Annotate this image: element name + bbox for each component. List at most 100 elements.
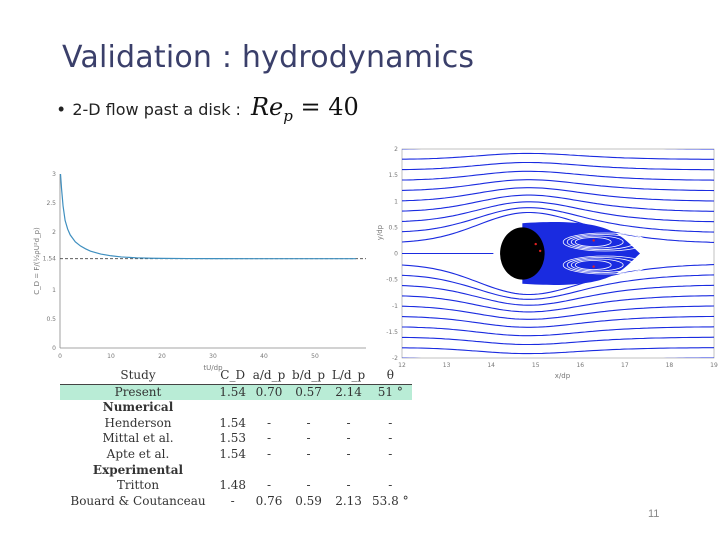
cd-x-tick-label: 40: [260, 353, 268, 360]
table-cell: 0.70: [249, 384, 289, 401]
table-cell: -: [306, 431, 311, 446]
table-cell: 2.14: [328, 384, 369, 401]
table-cell: -: [306, 478, 311, 493]
streamline: [402, 194, 714, 212]
streamline: [402, 161, 714, 171]
streamline: [402, 149, 714, 150]
flow-y-tick-label: -0.5: [386, 277, 398, 284]
cd-y-tick-label: 2: [52, 229, 56, 236]
flow-x-tick-label: 16: [576, 362, 584, 369]
streamline: [402, 284, 714, 306]
table-cell: -: [230, 493, 235, 508]
cd-x-tick-label: 50: [311, 353, 319, 360]
table-cell: Present: [60, 384, 216, 401]
cd-x-tick-label: 20: [158, 353, 166, 360]
table-cell: -: [306, 446, 311, 461]
flow-y-tick-label: 0: [394, 251, 398, 258]
table-cell: -: [266, 431, 272, 446]
flow-y-tick-label: -2: [392, 355, 398, 362]
table-cell: -: [346, 415, 351, 430]
bullet-text: 2-D flow past a disk :: [72, 99, 241, 119]
table-cell: -: [388, 446, 393, 461]
table-cell: 0.76: [255, 493, 283, 508]
table-cell: 1.48: [219, 478, 247, 493]
table-cell: Tritton: [116, 478, 160, 493]
marker: [534, 242, 537, 246]
table-row: Tritton 1.48 - - - -: [60, 478, 412, 494]
table-header-cell: Study: [60, 368, 216, 385]
table-cell: 2.13: [335, 493, 362, 508]
recirculation-vortex: [570, 258, 624, 272]
marker: [592, 239, 595, 242]
table-cell: 1.54: [219, 446, 247, 461]
table-cell: Henderson: [104, 415, 172, 430]
streamline-chart: 12 13 14 15 16 17 18 19 2 1.5 1 0.5 0 -0.5 -1 -1.5 -2 x/d…: [376, 146, 718, 380]
flow-y-tick-label: 0.5: [388, 224, 398, 231]
streamline: [402, 152, 714, 160]
table-row: Henderson 1.54 - - - -: [60, 416, 412, 432]
streamline: [402, 295, 714, 313]
cd-y-tick-label: 3: [52, 171, 56, 178]
table-cell: -: [346, 478, 351, 493]
table-cell: -: [346, 446, 351, 461]
streamline: [402, 274, 714, 300]
recirculation-vortex: [574, 260, 612, 270]
flow-x-tick-label: 14: [487, 362, 495, 369]
equation-lhs: Re: [250, 93, 284, 122]
table-cell: -: [266, 478, 272, 493]
table-header-row: Study C_D a/d_p b/d_p L/d_p θ: [60, 368, 412, 385]
table-cell: -: [266, 446, 272, 461]
table-cell: -: [266, 415, 272, 430]
table-header-cell: b/d_p: [288, 368, 329, 385]
table-cell: -: [388, 478, 393, 493]
cd-chart-plot: [59, 173, 366, 260]
table-cell: 1.54: [216, 384, 250, 401]
comparison-table: Study C_D a/d_p b/d_p L/d_p θ Present 1.54 0.70 0…: [60, 368, 412, 509]
cd-y-tick-label: 0.5: [46, 316, 56, 323]
recirculation-vortex: [562, 232, 648, 252]
streamline: [402, 336, 714, 346]
bullet-icon: •: [58, 98, 65, 119]
table-cell: 51 °: [368, 384, 412, 401]
table-cell: Apte et al.: [106, 446, 170, 461]
cd-y-axis-label: C_D = F/(½ρU²d_p): [33, 227, 41, 295]
marker: [538, 249, 542, 253]
disk: [500, 227, 545, 280]
streamline: [402, 315, 714, 328]
cd-y-tick-label: 1: [52, 287, 56, 294]
page-number: 11: [648, 508, 660, 520]
table-header-cell: a/d_p: [249, 368, 289, 385]
flow-y-tick-label: 1: [394, 198, 398, 205]
table-group-numerical: Numerical: [60, 400, 412, 416]
equation-rhs: = 40: [300, 93, 359, 122]
wake-region: [522, 222, 641, 285]
marker: [592, 265, 595, 268]
streamline-chart-plot: [402, 149, 714, 358]
flow-y-tick-label: 2: [394, 146, 398, 153]
table-group-experimental: Experimental: [60, 463, 412, 479]
flow-x-tick-label: 17: [621, 362, 629, 369]
table-cell: Mittal et al.: [102, 431, 174, 446]
streamline: [402, 187, 714, 202]
cd-y-tick-label: 0: [52, 345, 56, 352]
cd-y-tick-label: 2.5: [46, 200, 56, 207]
flow-x-axis-label: x/dp: [555, 372, 571, 380]
streamline: [402, 207, 714, 233]
table-cell: -: [388, 431, 393, 446]
cd-y-tick-label: 1.54: [43, 256, 57, 263]
recirculation-vortex: [574, 237, 612, 247]
flow-y-axis-label: y/dp: [376, 224, 384, 240]
cd-x-tick-label: 0: [58, 353, 62, 360]
flow-y-tick-label: -1.5: [386, 329, 398, 336]
table-group-label: Numerical: [102, 400, 174, 415]
recirculation-vortex: [566, 234, 636, 250]
table-cell: 1.53: [219, 431, 247, 446]
table-row: Mittal et al. 1.53 - - - -: [60, 431, 412, 447]
streamline: [402, 201, 714, 223]
cd-x-tick-label: 10: [107, 353, 115, 360]
streamline: [402, 170, 714, 181]
streamline: [402, 305, 714, 320]
table-header-cell: L/d_p: [328, 368, 369, 385]
